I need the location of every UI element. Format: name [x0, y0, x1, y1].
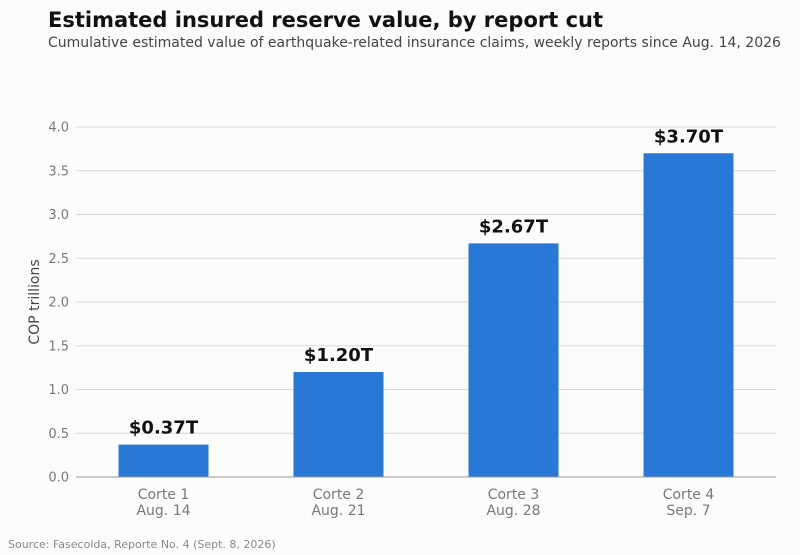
bar [468, 243, 559, 477]
bar-chart: $0.37T $1.20T $2.67T $3.70T 0.0 0.5 1.0 1.5 2.0… [27, 121, 776, 519]
bar-value-label: $3.70T [654, 126, 724, 147]
y-tick-label: 2.0 [48, 296, 69, 311]
chart-subtitle: Cumulative estimated value of earthquake… [48, 35, 781, 51]
value-labels: $0.37T $1.20T $2.67T $3.70T [129, 126, 724, 438]
y-axis-label: COP trillions [27, 259, 43, 344]
source-note: Source: Fasecolda, Reporte No. 4 (Sept. … [8, 538, 276, 551]
y-tick-label: 3.0 [48, 208, 69, 223]
chart-title: Estimated insured reserve value, by repo… [48, 8, 604, 32]
x-tick-label: Corte 2 [313, 487, 365, 503]
y-tick-label: 0.5 [48, 427, 69, 442]
bar-value-label: $2.67T [479, 216, 549, 237]
x-tick-label: Aug. 21 [311, 503, 365, 519]
x-tick-label: Aug. 14 [136, 503, 190, 519]
y-tick-labels: 0.0 0.5 1.0 1.5 2.0 2.5 3.0 3.5 4.0 [48, 121, 69, 486]
y-tick-label: 3.5 [48, 164, 69, 179]
x-tick-label: Sep. 7 [666, 503, 710, 519]
bar [293, 372, 384, 477]
y-tick-label: 1.5 [48, 339, 69, 354]
y-tick-label: 1.0 [48, 383, 69, 398]
x-tick-label: Corte 3 [488, 487, 540, 503]
y-tick-label: 2.5 [48, 252, 69, 267]
x-tick-label: Corte 4 [663, 487, 715, 503]
bar [118, 444, 209, 477]
bar-value-label: $0.37T [129, 418, 199, 439]
y-tick-label: 4.0 [48, 121, 69, 136]
bar [643, 153, 734, 477]
bar-value-label: $1.20T [304, 345, 374, 366]
x-tick-label: Aug. 28 [486, 503, 540, 519]
bars [118, 153, 734, 477]
y-tick-label: 0.0 [48, 471, 69, 486]
x-tick-label: Corte 1 [138, 487, 190, 503]
